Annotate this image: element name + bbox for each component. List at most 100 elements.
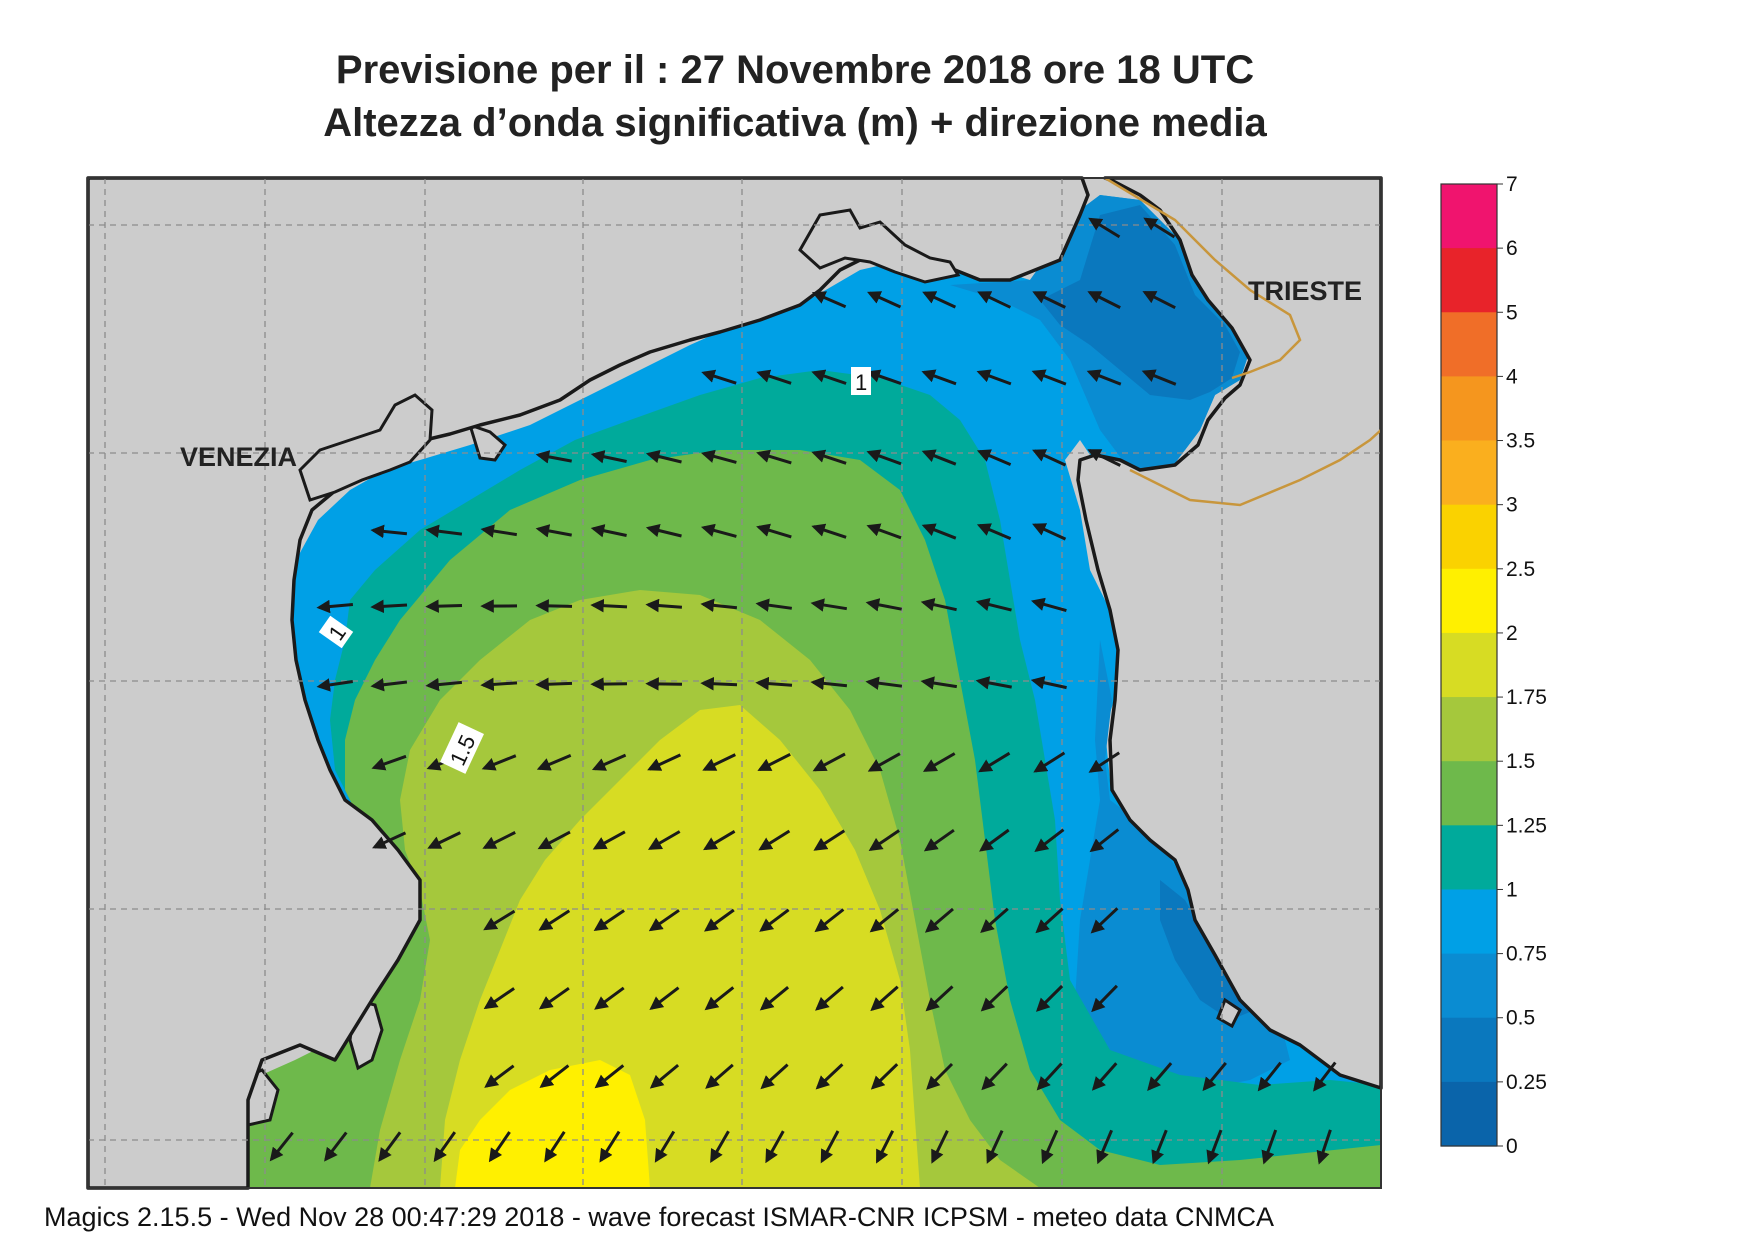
place-label-venezia: VENEZIA: [180, 442, 297, 472]
wave-direction-arrow: [931, 1130, 949, 1164]
wave-direction-arrow: [704, 908, 735, 932]
wave-direction-arrow: [755, 598, 793, 612]
wave-direction-arrow: [700, 523, 737, 538]
wave-direction-arrow: [537, 830, 571, 850]
wave-direction-arrow: [1034, 828, 1065, 852]
wave-direction-arrow: [868, 829, 900, 852]
colorbar-swatch: [1441, 568, 1497, 634]
wave-direction-arrow: [378, 1131, 402, 1162]
colorbar-swatch: [1441, 312, 1497, 377]
wave-direction-arrow: [980, 907, 1009, 933]
wave-direction-arrow: [865, 676, 903, 690]
colorbar-label: 4: [1506, 365, 1518, 388]
wave-direction-arrow: [756, 369, 792, 385]
sea-band-0.5-0.75-east: [1075, 640, 1290, 1090]
wave-direction-arrow: [1141, 369, 1177, 386]
grado-lagoon: [798, 208, 961, 284]
wave-direction-arrow: [483, 987, 515, 1010]
wave-direction-arrow: [1087, 449, 1121, 467]
wave-direction-arrow: [815, 1063, 844, 1090]
wave-direction-arrow: [647, 830, 681, 850]
wave-direction-arrow: [1088, 751, 1121, 773]
wave-direction-arrow: [1035, 984, 1064, 1012]
wave-direction-arrow: [710, 1130, 730, 1164]
wave-direction-arrow: [820, 1130, 840, 1164]
wave-direction-arrow: [810, 676, 848, 691]
wave-direction-arrow: [535, 599, 573, 613]
sea-band-1.75-2: [440, 705, 920, 1188]
wave-direction-arrow: [594, 986, 625, 1010]
wave-direction-arrow: [759, 986, 790, 1011]
wave-direction-arrow: [921, 369, 957, 386]
wave-direction-arrow: [1257, 1061, 1282, 1092]
wave-direction-arrow: [1316, 1129, 1332, 1165]
wave-direction-arrow: [811, 291, 847, 309]
wave-direction-arrows: [269, 217, 1337, 1165]
wave-direction-arrow: [1088, 217, 1121, 239]
wave-direction-arrow: [925, 985, 954, 1012]
wave-direction-arrow: [649, 986, 680, 1010]
wave-direction-arrow: [370, 524, 408, 539]
colorbar-label: 6: [1506, 237, 1518, 260]
svg-text:1: 1: [855, 370, 867, 395]
wave-direction-arrow: [812, 752, 846, 772]
wave-direction-arrow: [1206, 1129, 1223, 1165]
wave-direction-arrow: [1086, 369, 1122, 386]
wave-direction-arrow: [866, 523, 902, 540]
colorbar-label: 1: [1506, 878, 1518, 901]
wave-direction-arrow: [867, 291, 902, 309]
wave-direction-arrow: [1036, 1062, 1063, 1091]
wave-direction-arrow: [535, 677, 573, 691]
wave-direction-arrow: [535, 450, 572, 464]
wave-direction-arrow: [756, 523, 792, 539]
wave-direction-arrow: [704, 986, 735, 1011]
wave-direction-arrow: [1032, 523, 1067, 541]
wave-direction-arrow: [976, 369, 1012, 386]
colorbar-label: 0.5: [1506, 1007, 1535, 1030]
wave-direction-arrow: [645, 598, 683, 613]
wave-direction-arrow: [923, 828, 955, 852]
wave-direction-arrow: [433, 1131, 457, 1163]
wave-direction-arrow: [703, 830, 736, 851]
wave-direction-arrow: [977, 291, 1012, 309]
wave-direction-arrow: [654, 1130, 676, 1163]
wave-direction-arrow: [870, 1063, 899, 1090]
wave-direction-arrow: [538, 986, 570, 1010]
place-label-trieste: TRIESTE: [1248, 276, 1362, 306]
wave-direction-arrow: [1147, 1062, 1173, 1091]
colorbar-swatch: [1441, 953, 1497, 1019]
wave-direction-arrow: [425, 677, 463, 692]
wave-direction-arrow: [1202, 1061, 1227, 1092]
wave-direction-arrow: [702, 753, 736, 771]
colorbar-swatch: [1441, 697, 1497, 762]
wave-direction-arrow: [811, 449, 847, 465]
wave-direction-arrow: [979, 828, 1010, 852]
wave-direction-arrow: [866, 369, 902, 386]
wave-direction-arrow: [1031, 369, 1067, 386]
wave-direction-arrow: [920, 598, 957, 612]
wave-direction-arrow: [482, 831, 516, 849]
wave-direction-arrow: [316, 599, 354, 614]
wave-direction-arrow: [1090, 907, 1119, 934]
colorbar-label: 1.25: [1506, 814, 1547, 837]
wave-direction-arrow: [484, 1064, 515, 1088]
wave-direction-arrow: [869, 908, 900, 933]
wave-direction-arrow: [645, 523, 682, 538]
colorbar-swatch: [1441, 1081, 1497, 1147]
colorbar-swatch: [1441, 761, 1497, 826]
wave-direction-arrow: [921, 449, 957, 466]
wave-direction-arrow: [926, 1062, 954, 1090]
wave-direction-arrow: [975, 676, 1012, 690]
wave-direction-arrow: [480, 524, 518, 538]
wave-direction-arrow: [981, 1062, 1008, 1091]
wave-direction-arrow: [760, 1063, 789, 1090]
wave-direction-arrow: [1087, 291, 1121, 309]
venice-lagoon-islands: [298, 393, 434, 502]
wave-direction-arrow: [1096, 1129, 1113, 1165]
wave-direction-arrow: [1313, 1061, 1337, 1092]
wave-direction-arrow: [536, 754, 572, 771]
wave-direction-arrow: [590, 524, 627, 538]
colorbar-swatch: [1441, 1017, 1497, 1083]
wave-direction-arrow: [765, 1130, 785, 1164]
